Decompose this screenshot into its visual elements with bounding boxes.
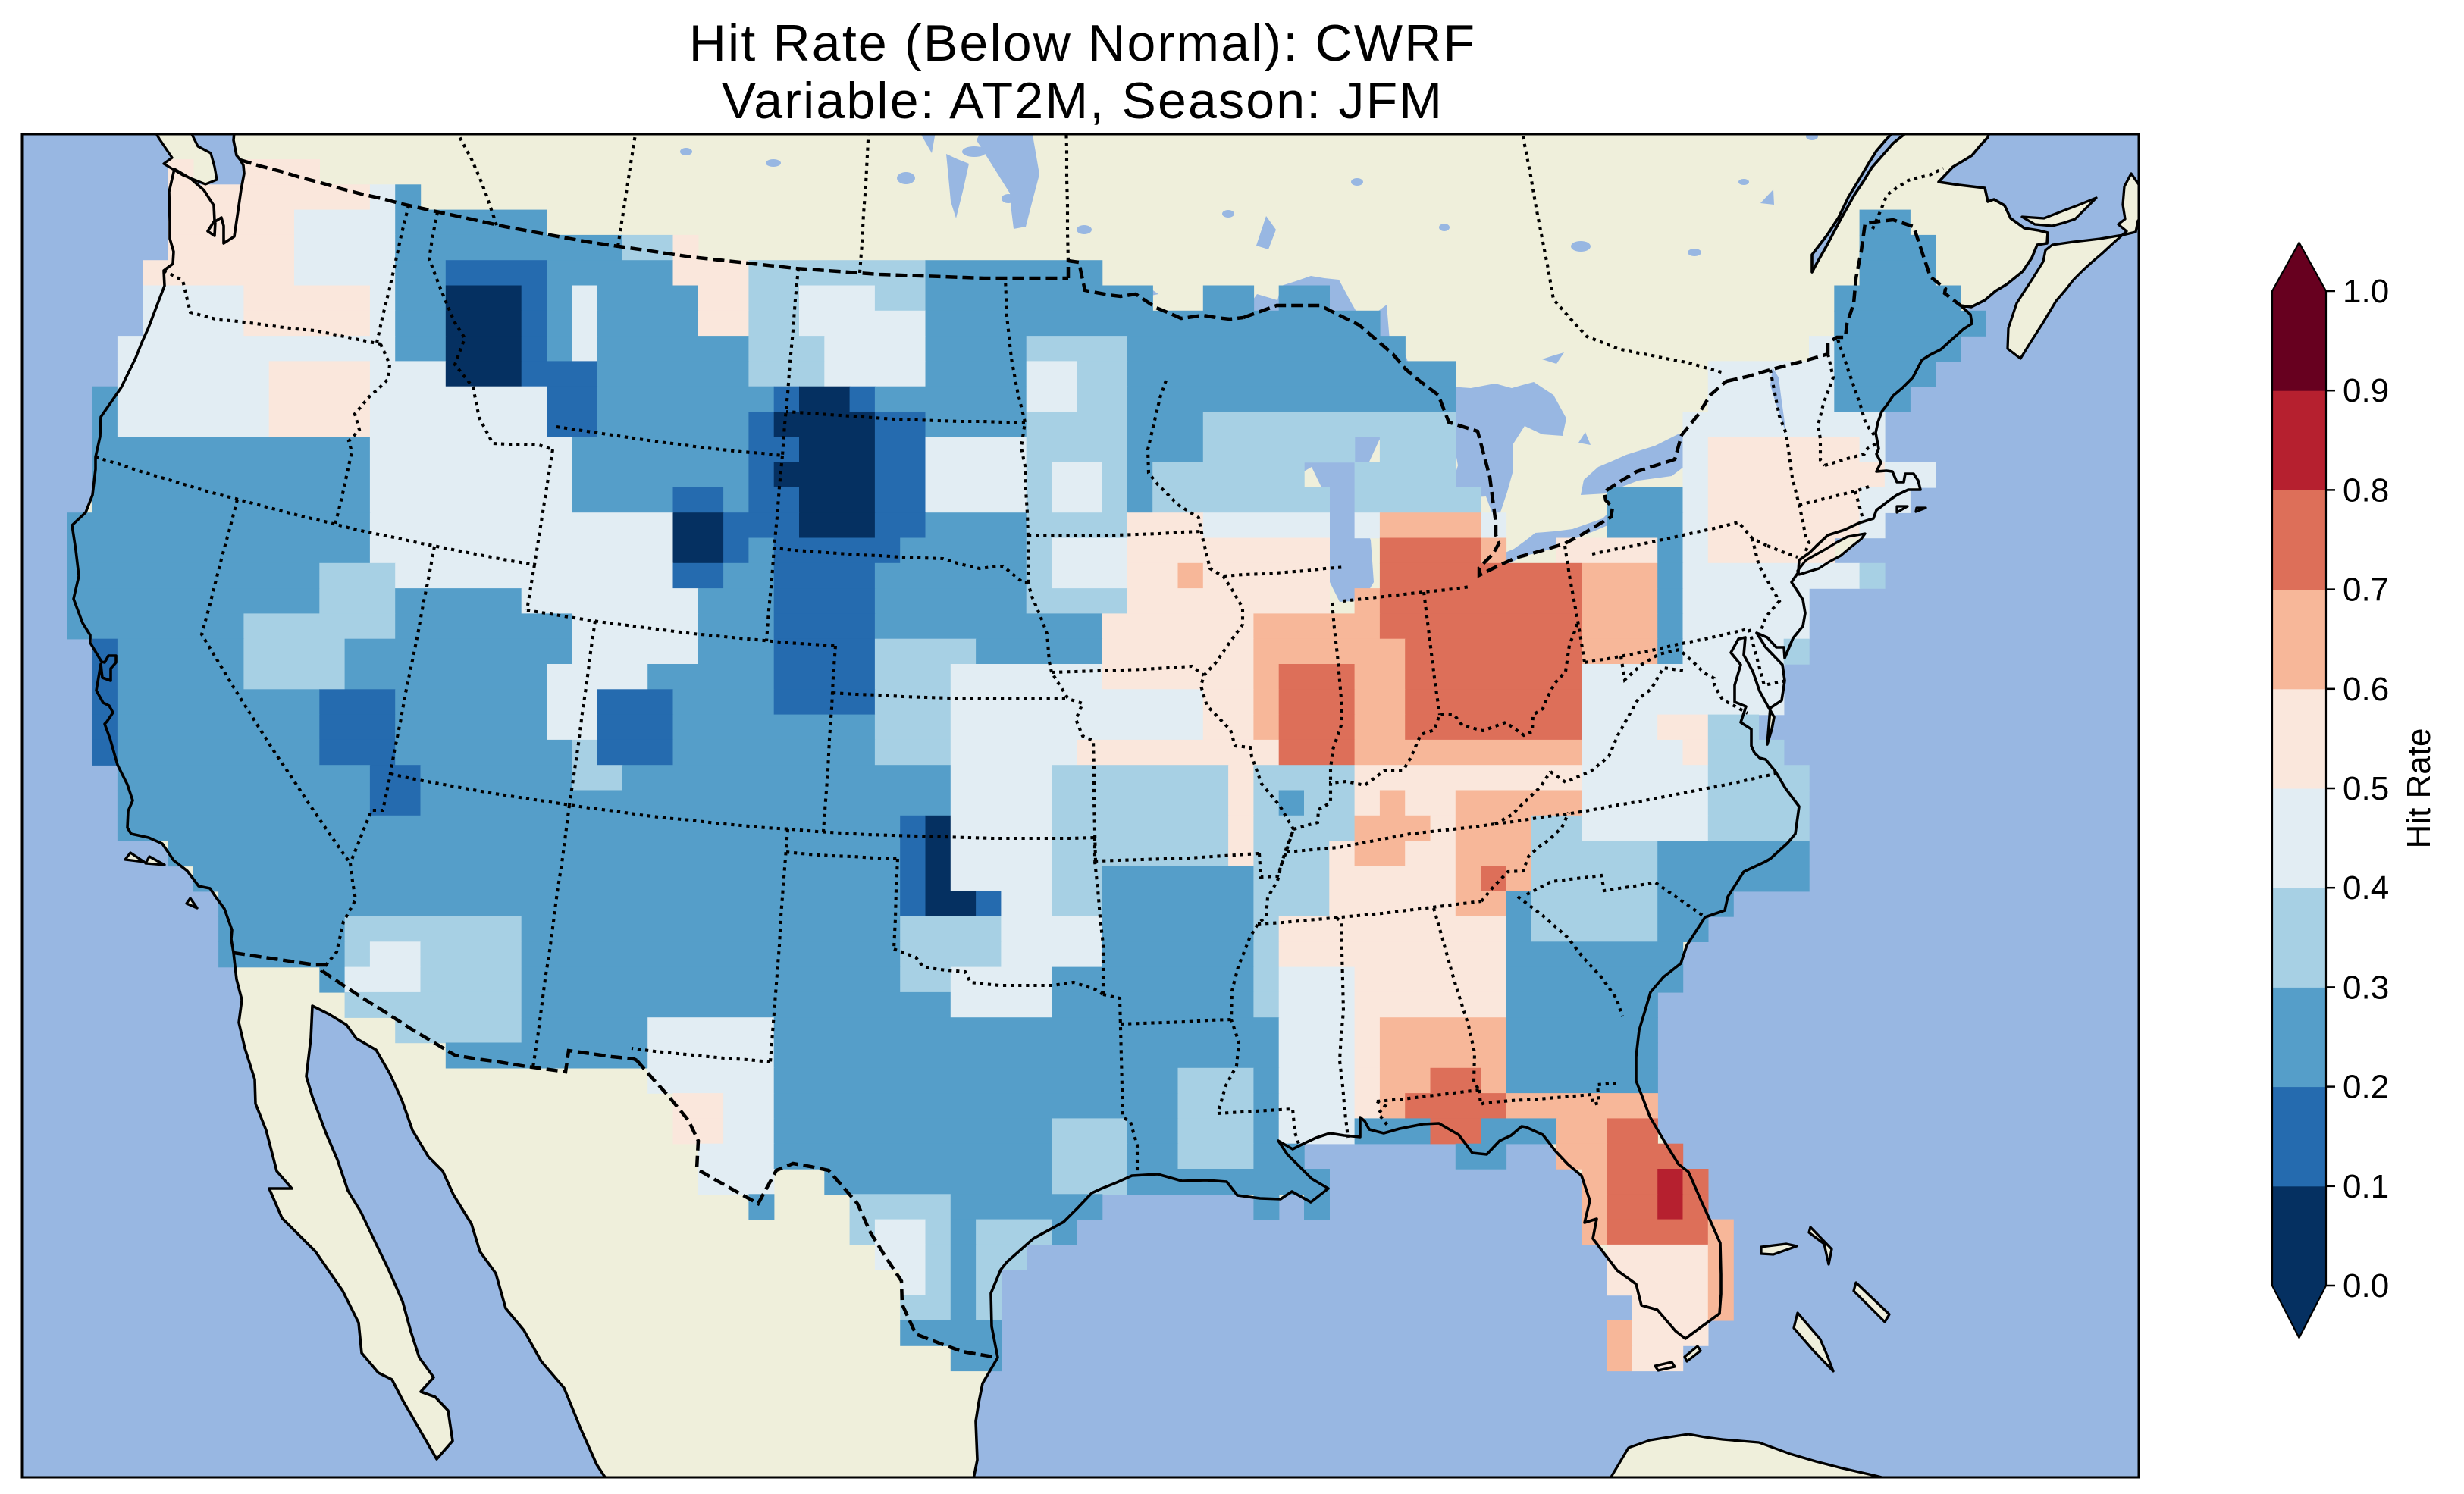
svg-text:0.7: 0.7 (2343, 572, 2389, 609)
svg-text:Variable: AT2M, Season: JFM: Variable: AT2M, Season: JFM (722, 72, 1444, 130)
svg-text:0.8: 0.8 (2343, 471, 2389, 509)
svg-text:Hit Rate (Below Normal): CWRF: Hit Rate (Below Normal): CWRF (689, 14, 1477, 72)
svg-text:0.1: 0.1 (2343, 1168, 2389, 1205)
svg-text:0.4: 0.4 (2343, 869, 2389, 907)
svg-text:0.9: 0.9 (2343, 372, 2389, 409)
svg-text:Hit Rate: Hit Rate (2400, 728, 2437, 849)
svg-text:0.6: 0.6 (2343, 671, 2389, 708)
svg-text:0.0: 0.0 (2343, 1267, 2389, 1305)
svg-text:0.5: 0.5 (2343, 770, 2389, 807)
svg-text:0.2: 0.2 (2343, 1069, 2389, 1106)
svg-text:1.0: 1.0 (2343, 273, 2389, 310)
svg-text:0.3: 0.3 (2343, 969, 2389, 1006)
